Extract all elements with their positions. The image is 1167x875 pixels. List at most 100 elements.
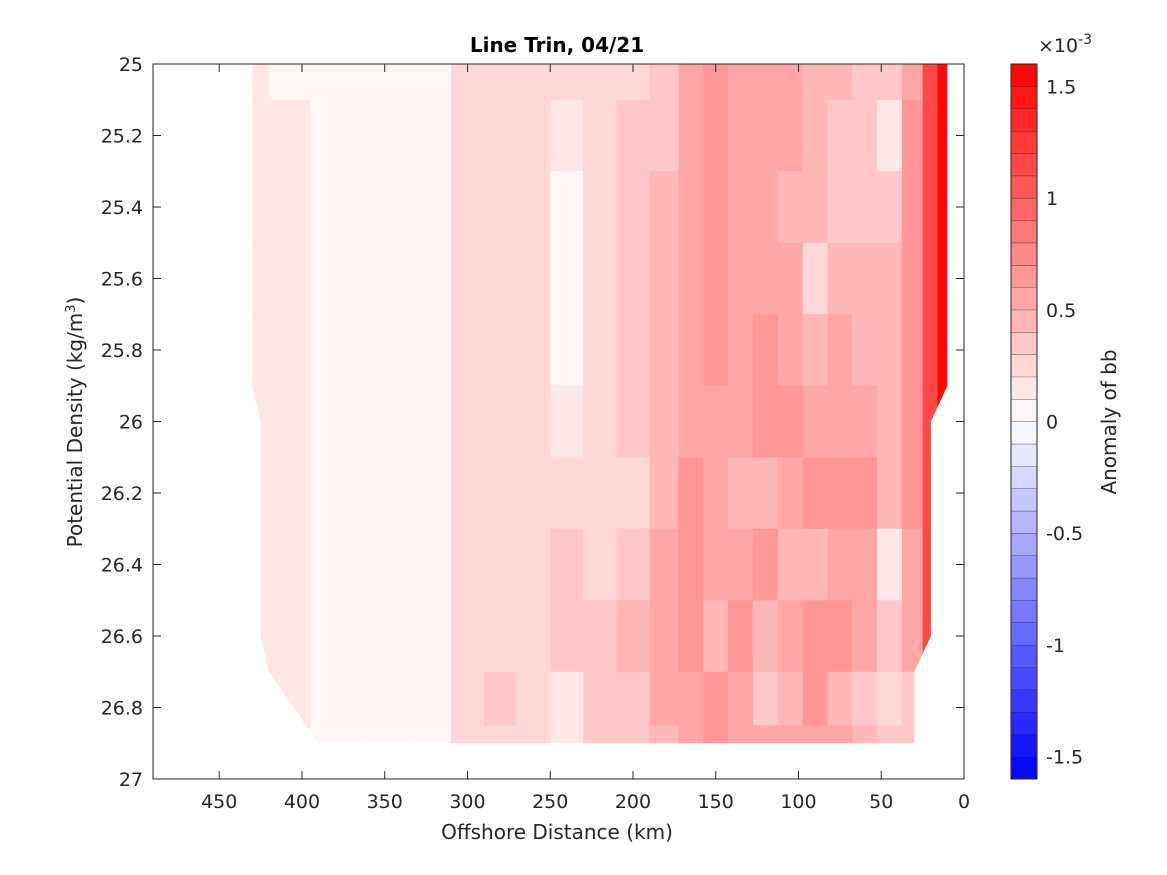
contour-cell [517,314,551,387]
contour-cell [310,242,361,315]
contour-cell [777,99,804,172]
contour-cell [359,725,411,744]
colorbar-segment [1011,64,1037,87]
contour-cell [268,600,311,673]
contour-cell [922,171,939,244]
contour-cell [678,171,704,244]
contour-cell [484,99,518,172]
contour-cell [852,242,878,315]
colorbar-segment [1011,376,1037,400]
contour-cell [616,99,651,172]
colorbar-segment [1011,399,1037,422]
contour-cell [728,457,754,530]
contour-cell [450,314,485,387]
contour-cell [616,457,651,530]
contour-cell [616,242,651,315]
contour-cell [409,99,452,172]
x-tick-labels: 450 400 350 300 250 200 150 100 50 0 [201,791,970,813]
contour-cell [310,671,361,726]
contour-cell [649,385,680,458]
contour-cell [703,385,729,458]
colorbar-segment [1011,644,1037,668]
colorbar-ticks: -1.5 -1 -0.5 0 0.5 1 1.5 [1046,76,1083,768]
y-tick-label: 27 [119,769,143,791]
contour-cell [310,64,361,101]
contour-cell [517,64,551,101]
contour-cell [409,242,452,315]
y-tick-label: 25.8 [101,340,143,362]
colorbar-segment [1011,711,1037,735]
contour-cell [852,600,878,673]
contour-cell [827,385,853,458]
contour-cell [728,528,754,601]
contour-cell [901,99,924,172]
contour-cell [777,64,804,101]
contour-cell [450,528,485,601]
y-tick-label: 26.2 [101,483,143,505]
x-tick-label: 400 [284,791,320,813]
contour-cell [728,242,754,315]
contour-cell [583,725,617,744]
contour-cell [649,600,680,673]
x-tick-label: 0 [958,791,970,813]
contour-cell [728,725,754,744]
contour-cell [550,457,584,530]
colorbar-segment [1011,220,1037,243]
y-tick-label: 26.6 [101,626,143,648]
contour-cell [728,99,754,172]
contour-cell [517,385,551,458]
contour-cell [937,171,948,244]
contour-cell [450,600,485,673]
contour-cell [359,385,411,458]
contour-cell [649,99,680,172]
contour-cell [678,725,704,744]
contour-cell [937,314,948,387]
y-axis-label: Potential Density (kg/m3) [63,297,87,548]
y-tick-label: 26 [119,412,143,434]
contour-cell [517,171,551,244]
contour-cell [852,528,878,601]
contour-cell [310,528,361,601]
contour-cell [409,671,452,726]
contour-cell [852,314,878,387]
contour-cell [827,64,853,101]
contour-cell [484,314,518,387]
contour-cell [583,242,617,315]
y-tick-label: 25.6 [101,269,143,291]
contour-cell [827,725,853,744]
colorbar-tick-label: 1.5 [1046,76,1076,98]
contour-cell [753,171,779,244]
contour-cell [678,242,704,315]
contour-cell [753,64,779,101]
contour-cell [753,528,779,601]
contour-cell [550,64,584,101]
contour-cell [450,671,485,726]
contour-cell [409,314,452,387]
contour-cell [777,242,804,315]
contour-cell [922,99,939,172]
contour-cell [550,242,584,315]
contour-cell [852,99,878,172]
contour-cell [777,314,804,387]
contour-cell [901,385,924,458]
contour-cell [268,64,311,101]
colorbar-segment [1011,242,1037,266]
contour-cell [550,314,584,387]
colorbar-segment [1011,466,1037,489]
contour-cell [678,385,704,458]
contour-cell [268,99,311,172]
contour-cell [901,528,924,601]
x-tick-label: 150 [698,791,734,813]
contour-cell [359,314,411,387]
contour-cell [703,671,729,726]
colorbar-tick-label: -1 [1046,635,1065,657]
colorbar-segment [1011,354,1037,377]
contour-cell [616,671,651,726]
contour-cell [901,600,924,673]
colorbar-segment [1011,488,1037,511]
contour-cell [703,528,729,601]
contour-cell [877,457,903,530]
contour-cell [310,171,361,244]
contour-cell [728,385,754,458]
contour-cell [252,314,270,387]
